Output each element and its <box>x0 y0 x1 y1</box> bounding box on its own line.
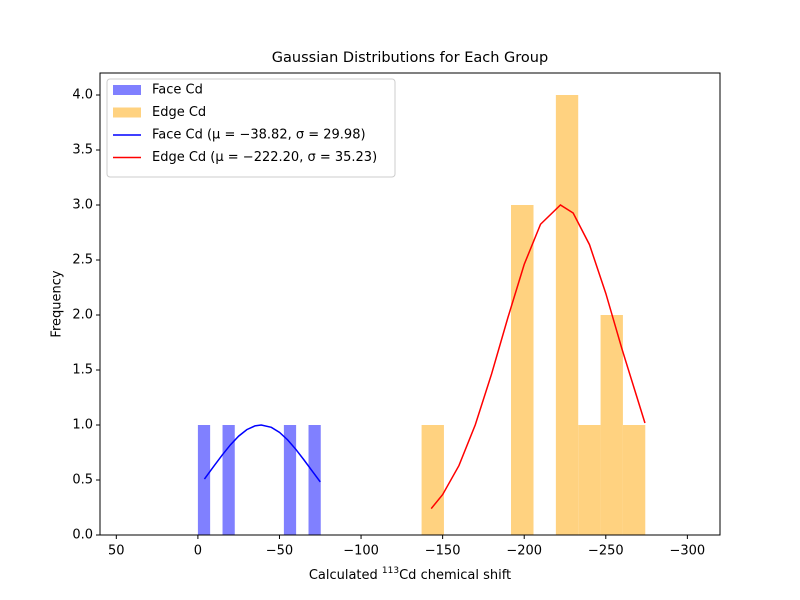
chart-title: Gaussian Distributions for Each Group <box>272 50 548 66</box>
x-tick-label: −300 <box>670 544 706 559</box>
histogram-bar <box>222 425 235 535</box>
histogram-bar <box>600 315 623 535</box>
legend-swatch <box>113 107 141 118</box>
y-tick-label: 0.0 <box>72 528 93 543</box>
x-label-superscript: 113 <box>382 566 399 576</box>
y-tick-label: 2.5 <box>72 253 93 268</box>
gaussian-curve <box>430 204 646 510</box>
legend-label: Edge Cd (μ = −222.20, σ = 35.23) <box>152 150 377 165</box>
y-tick-label: 1.0 <box>72 418 93 433</box>
histogram-bar <box>578 425 601 535</box>
x-label-suffix: Cd chemical shift <box>399 568 511 583</box>
histogram-bar <box>622 425 646 535</box>
legend-label: Face Cd <box>152 83 203 98</box>
x-label-prefix: Calculated <box>309 568 382 583</box>
y-tick-label: 2.0 <box>72 308 93 323</box>
y-tick-label: 4.0 <box>72 88 93 103</box>
y-tick-label: 3.0 <box>72 198 93 213</box>
x-tick-label: −200 <box>506 544 542 559</box>
x-axis-label: Calculated 113Cd chemical shift <box>309 566 511 583</box>
legend-label: Face Cd (μ = −38.82, σ = 29.98) <box>152 128 366 143</box>
legend-box <box>106 78 396 178</box>
x-tick-label: −250 <box>588 544 624 559</box>
histogram-bar <box>308 425 321 535</box>
x-tick-label: 0 <box>194 544 202 559</box>
histogram-bar <box>555 95 579 535</box>
y-axis-label: Frequency <box>50 270 65 337</box>
histogram-bar <box>421 425 444 535</box>
plot-frame <box>99 72 721 536</box>
x-tick-label: −150 <box>425 544 461 559</box>
legend: Face Cd Edge Cd Face Cd (μ = −38.82, σ = 2… <box>106 78 396 178</box>
x-tick-label: 50 <box>108 544 125 559</box>
histogram-bar <box>510 205 534 535</box>
x-tick-label: −50 <box>266 544 293 559</box>
histogram-bar <box>283 425 297 535</box>
y-tick-label: 1.5 <box>72 363 93 378</box>
y-tick-label: 0.5 <box>72 473 93 488</box>
gaussian-curve <box>203 424 321 483</box>
x-tick-label: −100 <box>343 544 379 559</box>
y-tick-label: 3.5 <box>72 143 93 158</box>
legend-label: Edge Cd <box>152 105 206 120</box>
histogram-bar <box>197 425 211 535</box>
legend-swatch <box>113 85 141 95</box>
